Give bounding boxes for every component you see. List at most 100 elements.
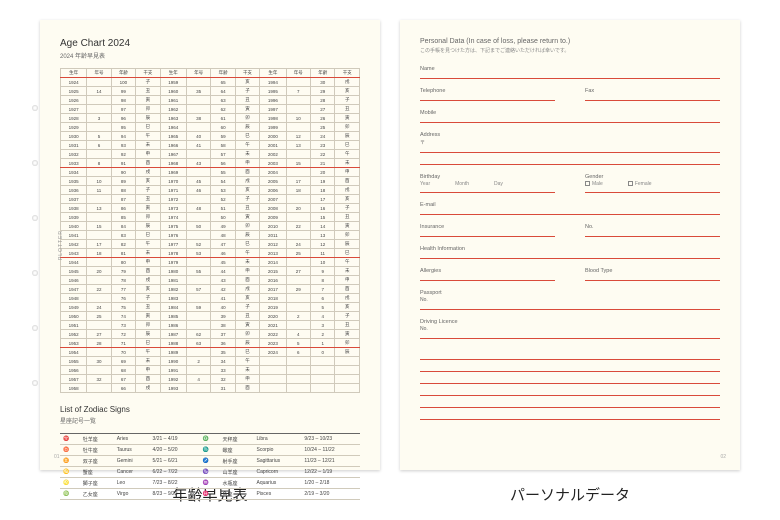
zodiac-cell: 獅子座 [80, 478, 114, 489]
female-checkbox[interactable] [628, 181, 633, 186]
table-cell: 未 [136, 141, 160, 150]
zodiac-cell: 天秤座 [220, 434, 254, 445]
insurance-field[interactable] [420, 231, 555, 237]
table-cell: 15 [286, 159, 310, 168]
table-cell: 丑 [136, 87, 160, 96]
notes-area[interactable] [420, 348, 720, 420]
table-cell: 1964 [160, 123, 186, 132]
table-cell: 78 [111, 276, 135, 285]
table-cell: 子 [136, 294, 160, 303]
table-cell: 57 [186, 285, 210, 294]
table-cell: 1985 [160, 312, 186, 321]
table-cell: 1925 [61, 87, 87, 96]
table-cell: 1968 [160, 159, 186, 168]
table-cell: 32 [211, 375, 235, 384]
table-cell: 72 [111, 330, 135, 339]
zodiac-cell: ♊ [60, 456, 80, 467]
table-cell: 1987 [160, 330, 186, 339]
table-cell: 20 [286, 204, 310, 213]
table-cell [87, 276, 111, 285]
table-cell: 63 [186, 339, 210, 348]
blood-field[interactable] [585, 275, 720, 281]
zodiac-cell: 3/21 – 4/19 [150, 434, 200, 445]
table-cell: 24 [286, 240, 310, 249]
email-field[interactable] [420, 209, 720, 215]
table-cell: 1995 [260, 87, 286, 96]
table-cell: 43 [186, 159, 210, 168]
table-cell: 1983 [160, 294, 186, 303]
male-checkbox[interactable] [585, 181, 590, 186]
table-cell: 0 [310, 348, 334, 357]
table-cell: 40 [211, 303, 235, 312]
table-cell: 1936 [61, 186, 87, 195]
table-cell: 48 [186, 204, 210, 213]
zodiac-table: ♈牡羊座Aries3/21 – 4/19♎天秤座Libra9/23 – 10/2… [60, 433, 360, 500]
table-cell: 21 [310, 159, 334, 168]
table-cell [186, 168, 210, 177]
table-header: 生年 [160, 69, 186, 78]
table-cell: 17 [286, 177, 310, 186]
table-cell: 52 [186, 240, 210, 249]
table-cell [87, 231, 111, 240]
table-cell: 辰 [136, 330, 160, 339]
table-cell [286, 294, 310, 303]
table-cell: 39 [211, 312, 235, 321]
table-cell: 亥 [136, 285, 160, 294]
insurance-no-field[interactable] [585, 231, 720, 237]
table-cell: 2015 [260, 267, 286, 276]
table-cell: 57 [211, 150, 235, 159]
table-cell [87, 366, 111, 375]
table-cell: 巳 [335, 141, 360, 150]
zodiac-cell: Libra [253, 434, 301, 445]
address-field[interactable] [420, 147, 720, 153]
table-cell: 辰 [235, 339, 259, 348]
table-header: 生年 [260, 69, 286, 78]
gender-field[interactable] [585, 187, 720, 193]
name-field[interactable] [420, 73, 720, 79]
table-cell [286, 258, 310, 267]
table-cell: 7 [310, 285, 334, 294]
table-cell: 6 [310, 294, 334, 303]
table-cell: 子 [136, 186, 160, 195]
table-cell: 6 [286, 348, 310, 357]
health-label: Health Information [420, 246, 720, 252]
table-cell [87, 321, 111, 330]
address-field-2[interactable] [420, 159, 720, 165]
table-cell: 49 [211, 222, 235, 231]
table-cell: 59 [211, 132, 235, 141]
table-cell: 63 [211, 96, 235, 105]
birthday-field[interactable] [420, 187, 555, 193]
table-cell: 戌 [136, 384, 160, 393]
table-cell: 5 [310, 303, 334, 312]
table-cell: 15 [87, 222, 111, 231]
health-field[interactable] [420, 253, 720, 259]
table-cell [87, 213, 111, 222]
gender-label: Gender [585, 174, 720, 180]
table-cell [286, 321, 310, 330]
table-cell [260, 384, 286, 393]
tel-field[interactable] [420, 95, 555, 101]
table-cell: 午 [235, 249, 259, 258]
table-cell: 酉 [136, 267, 160, 276]
zodiac-cell: Virgo [114, 489, 150, 500]
table-cell: 戌 [335, 78, 360, 87]
fax-label: Fax [585, 88, 720, 94]
allergies-field[interactable] [420, 275, 555, 281]
table-cell: 酉 [335, 285, 360, 294]
table-cell: 1943 [61, 249, 87, 258]
table-cell: 戌 [335, 294, 360, 303]
table-cell: 巳 [235, 240, 259, 249]
fax-field[interactable] [585, 95, 720, 101]
table-cell: 酉 [136, 159, 160, 168]
table-cell: 91 [111, 159, 135, 168]
licence-field[interactable] [420, 333, 720, 339]
table-cell: 酉 [235, 384, 259, 393]
table-cell: 59 [186, 303, 210, 312]
zodiac-cell: 4/20 – 5/20 [150, 445, 200, 456]
table-cell [87, 348, 111, 357]
table-cell: 35 [186, 87, 210, 96]
plotter-label: PLOTTER [58, 230, 64, 260]
mobile-field[interactable] [420, 117, 720, 123]
table-cell [286, 96, 310, 105]
passport-field[interactable] [420, 304, 720, 310]
